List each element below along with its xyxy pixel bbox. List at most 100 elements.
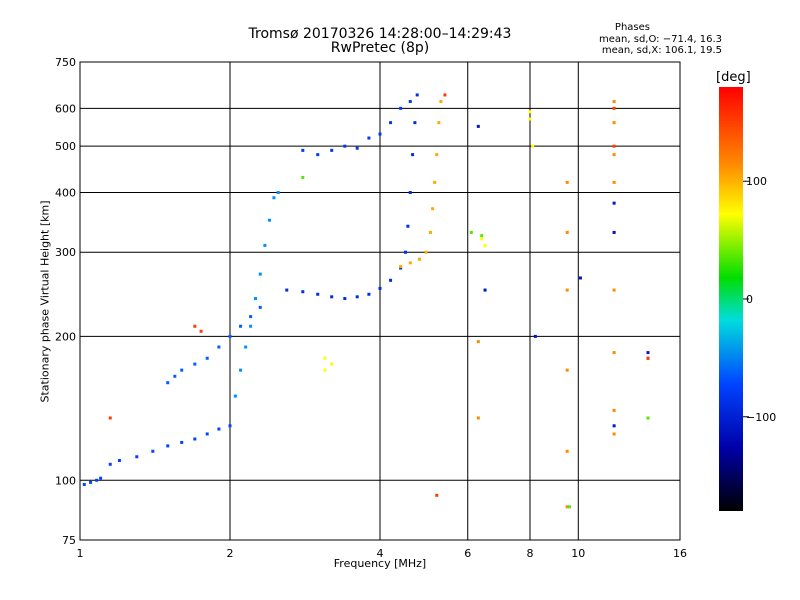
echo-point (249, 315, 253, 319)
echo-point (528, 117, 532, 121)
echo-point (431, 207, 435, 211)
x-axis-label: Frequency [MHz] (333, 557, 427, 570)
echo-point (217, 345, 221, 349)
echo-point (378, 132, 382, 136)
echo-point (612, 351, 616, 355)
echo-point (565, 230, 569, 234)
echo-point (330, 362, 334, 366)
y-tick-label: 75 (62, 534, 76, 547)
y-tick-label: 200 (55, 330, 76, 343)
echo-point (343, 297, 347, 301)
x-tick-label: 6 (464, 547, 471, 560)
echo-point (180, 368, 184, 372)
echo-point (483, 288, 487, 292)
echo-point (476, 416, 480, 420)
echo-point (567, 505, 571, 509)
echo-point (389, 121, 393, 125)
echo-point (151, 449, 155, 453)
echo-point (253, 297, 257, 301)
echo-point (193, 324, 197, 328)
echo-point (276, 190, 280, 194)
echo-point (528, 110, 532, 114)
echo-point (166, 381, 170, 385)
echo-point (316, 292, 320, 296)
echo-point (480, 234, 484, 238)
echo-point (443, 93, 447, 97)
colorbar (719, 87, 743, 511)
echo-point (108, 416, 112, 420)
echo-point (233, 394, 237, 398)
chart-title: Tromsø 20170326 14:28:00–14:29:43 (248, 26, 512, 42)
points-layer (82, 93, 650, 509)
echo-point (408, 261, 412, 265)
colorbar-label: [deg] (716, 70, 751, 85)
echo-point (301, 148, 305, 152)
echo-point (406, 224, 410, 228)
echo-point (399, 106, 403, 110)
echo-point (417, 257, 421, 261)
echo-point (343, 144, 347, 148)
y-tick-label: 100 (55, 474, 76, 487)
echo-point (166, 444, 170, 448)
echo-point (646, 356, 650, 360)
y-axis-label: Stationary phase Virtual Height [km] (38, 200, 52, 403)
colorbar-tick-label: 100 (746, 175, 767, 188)
echo-point (415, 93, 419, 97)
echo-point (483, 243, 487, 247)
echo-point (180, 440, 184, 444)
colorbar-tick-label: 0 (746, 293, 753, 306)
echo-point (437, 121, 441, 125)
chart-subtitle: RwPretec (8p) (330, 40, 430, 56)
echo-point (403, 250, 407, 254)
echo-point (99, 476, 103, 480)
echo-point (367, 136, 371, 140)
echo-point (108, 462, 112, 466)
echo-point (258, 272, 262, 276)
echo-point (267, 218, 271, 222)
echo-point (199, 329, 203, 333)
echo-point (228, 334, 232, 338)
echo-point (193, 362, 197, 366)
echo-point (565, 505, 569, 509)
echo-point (244, 345, 248, 349)
echo-point (228, 424, 232, 428)
echo-point (355, 146, 359, 150)
echo-point (476, 124, 480, 128)
echo-point (435, 493, 439, 497)
echo-point (316, 153, 320, 157)
echo-point (249, 324, 253, 328)
echo-point (411, 153, 415, 157)
x-tick-label: 8 (527, 547, 534, 560)
echo-point (565, 449, 569, 453)
echo-point (330, 295, 334, 299)
colorbar-ticks: 100 0 −100 (743, 175, 776, 424)
echo-point (612, 153, 616, 157)
y-tick-label: 400 (55, 186, 76, 199)
x-tick-label: 1 (77, 547, 84, 560)
echo-point (378, 286, 382, 290)
echo-point (565, 368, 569, 372)
x-tick-label: 10 (571, 547, 585, 560)
echo-point (323, 356, 327, 360)
echo-point (408, 100, 412, 104)
echo-point (435, 153, 439, 157)
x-tick-label: 16 (673, 547, 687, 560)
echo-point (263, 243, 267, 247)
echo-point (439, 100, 443, 104)
echo-point (612, 230, 616, 234)
echo-point (323, 368, 327, 372)
echo-point (480, 237, 484, 241)
echo-point (173, 374, 177, 378)
echo-point (612, 144, 616, 148)
plot-frame (79, 61, 681, 541)
echo-point (612, 408, 616, 412)
echo-point (533, 334, 537, 338)
colorbar-tick-label: −100 (746, 411, 776, 424)
echo-point (612, 288, 616, 292)
echo-point (193, 437, 197, 441)
echo-point (612, 201, 616, 205)
echo-point (217, 427, 221, 431)
echo-point (413, 121, 417, 125)
echo-point (258, 305, 262, 309)
echo-point (565, 288, 569, 292)
